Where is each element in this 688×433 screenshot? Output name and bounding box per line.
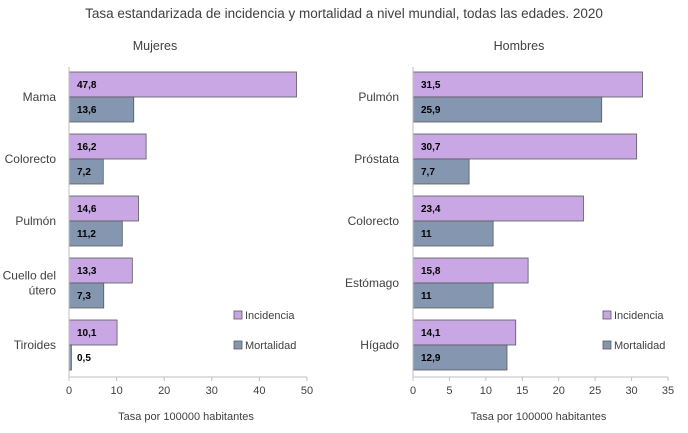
legend-swatch [233, 310, 243, 320]
category-label: Colorecto [5, 152, 57, 166]
data-label: 11 [421, 291, 432, 302]
category-label: Tiroides [14, 338, 56, 352]
data-label: 0,5 [77, 353, 91, 364]
category-label: útero [29, 284, 57, 298]
bar-incidencia [68, 319, 118, 346]
bar-mortalidad [68, 282, 105, 309]
category-label: Mama [23, 90, 57, 104]
x-tick-label: 30 [625, 385, 637, 397]
x-tick-label: 0 [66, 385, 72, 397]
data-label: 13,6 [77, 105, 97, 116]
x-tick-label: 10 [480, 385, 492, 397]
bar-mortalidad [412, 96, 603, 123]
panel-title: Mujeres [133, 39, 177, 53]
bar-mortalidad [412, 158, 470, 185]
chart-title: Tasa estandarizada de incidencia y morta… [85, 6, 603, 21]
legend-swatch [602, 340, 612, 350]
category-label: Colorecto [348, 214, 400, 228]
x-tick-label: 35 [662, 385, 674, 397]
data-label: 31,5 [421, 80, 441, 91]
bar-mortalidad [68, 96, 135, 123]
bar-incidencia [68, 257, 133, 284]
panel-title: Hombres [494, 39, 545, 53]
x-tick-label: 15 [516, 385, 528, 397]
bar-mortalidad [412, 220, 494, 247]
bar-incidencia [68, 71, 297, 98]
data-label: 14,1 [421, 328, 441, 339]
data-label: 11,2 [77, 229, 96, 240]
data-label: 10,1 [77, 328, 97, 339]
x-axis-title: Tasa por 100000 habitantes [118, 411, 254, 423]
x-tick-label: 25 [589, 385, 601, 397]
bar-mortalidad [412, 282, 494, 309]
bar-incidencia [412, 71, 643, 98]
legend-label: Mortalidad [614, 340, 665, 352]
bar-incidencia [412, 257, 529, 284]
category-label: Pulmón [358, 90, 399, 104]
bar-incidencia [412, 133, 638, 160]
legend-label: Mortalidad [245, 340, 296, 352]
legend-label: Incidencia [614, 310, 664, 322]
category-label: Pulmón [15, 214, 56, 228]
bar-incidencia [412, 195, 584, 222]
bar-mortalidad [412, 344, 508, 371]
data-label: 14,6 [77, 204, 97, 215]
data-label: 16,2 [77, 142, 97, 153]
bar-incidencia [68, 195, 139, 222]
x-tick-label: 40 [253, 385, 265, 397]
data-label: 11 [421, 229, 432, 240]
data-label: 7,2 [77, 167, 91, 178]
category-label: Cuello del [3, 269, 56, 283]
data-label: 15,8 [421, 266, 441, 277]
panel-hombres: Hombres 31,5 25,9 Pulmón 30,7 7,7 Próstata 23,4… [345, 39, 674, 423]
data-label: 47,8 [77, 80, 97, 91]
legend-label: Incidencia [245, 310, 295, 322]
category-label: Estómago [345, 276, 399, 290]
panel-mujeres: Mujeres 47,8 13,6 Mama 16,2 7,2 Colorecto 14,6 1… [3, 39, 314, 423]
x-tick-label: 5 [446, 385, 452, 397]
x-tick-label: 20 [553, 385, 565, 397]
x-tick-label: 20 [158, 385, 170, 397]
data-label: 25,9 [421, 105, 441, 116]
category-label: Próstata [354, 152, 399, 166]
x-axis-title: Tasa por 100000 habitantes [471, 411, 607, 423]
bar-incidencia [412, 319, 517, 346]
data-label: 7,7 [421, 167, 435, 178]
bar-incidencia [68, 133, 147, 160]
data-label: 12,9 [421, 353, 441, 364]
x-tick-label: 30 [206, 385, 218, 397]
data-label: 13,3 [77, 266, 97, 277]
category-label: Hígado [360, 338, 399, 352]
data-label: 7,3 [77, 291, 91, 302]
x-tick-label: 50 [301, 385, 313, 397]
data-label: 30,7 [421, 142, 441, 153]
x-tick-label: 10 [110, 385, 122, 397]
legend-swatch [602, 310, 612, 320]
data-label: 23,4 [421, 204, 441, 215]
bar-mortalidad [68, 220, 123, 247]
legend-swatch [233, 340, 243, 350]
x-tick-label: 0 [410, 385, 416, 397]
